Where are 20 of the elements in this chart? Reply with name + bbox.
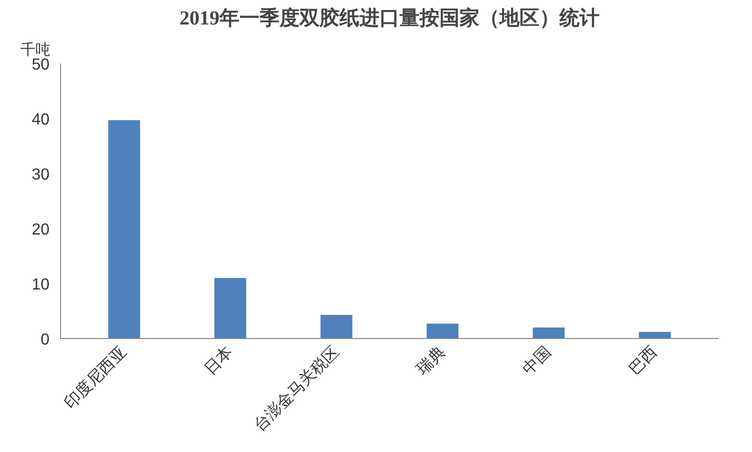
y-tick-label: 0 — [40, 332, 50, 348]
x-tick-label: 日本 — [200, 342, 236, 378]
x-tick-label: 巴西 — [626, 343, 661, 378]
bar — [532, 328, 565, 338]
y-tick-label: 50 — [32, 56, 50, 74]
bar — [426, 324, 458, 338]
bar — [638, 332, 671, 338]
bar — [108, 120, 140, 338]
y-tick-label: 20 — [32, 222, 50, 238]
x-tick-label: 印度尼西亚 — [60, 342, 130, 412]
chart-title: 2019年一季度双胶纸进口量按国家（地区）统计 — [180, 6, 600, 30]
x-tick-label: 台澎金马关税区 — [250, 342, 342, 435]
y-axis-title: 千吨 — [20, 42, 50, 58]
bar — [214, 278, 246, 338]
y-tick-label: 10 — [32, 276, 50, 294]
y-tick-label: 30 — [32, 166, 50, 184]
x-tick-label: 瑞典 — [413, 342, 449, 378]
x-tick-label: 中国 — [519, 342, 555, 378]
y-tick-label: 40 — [32, 112, 50, 128]
bar — [320, 314, 352, 338]
